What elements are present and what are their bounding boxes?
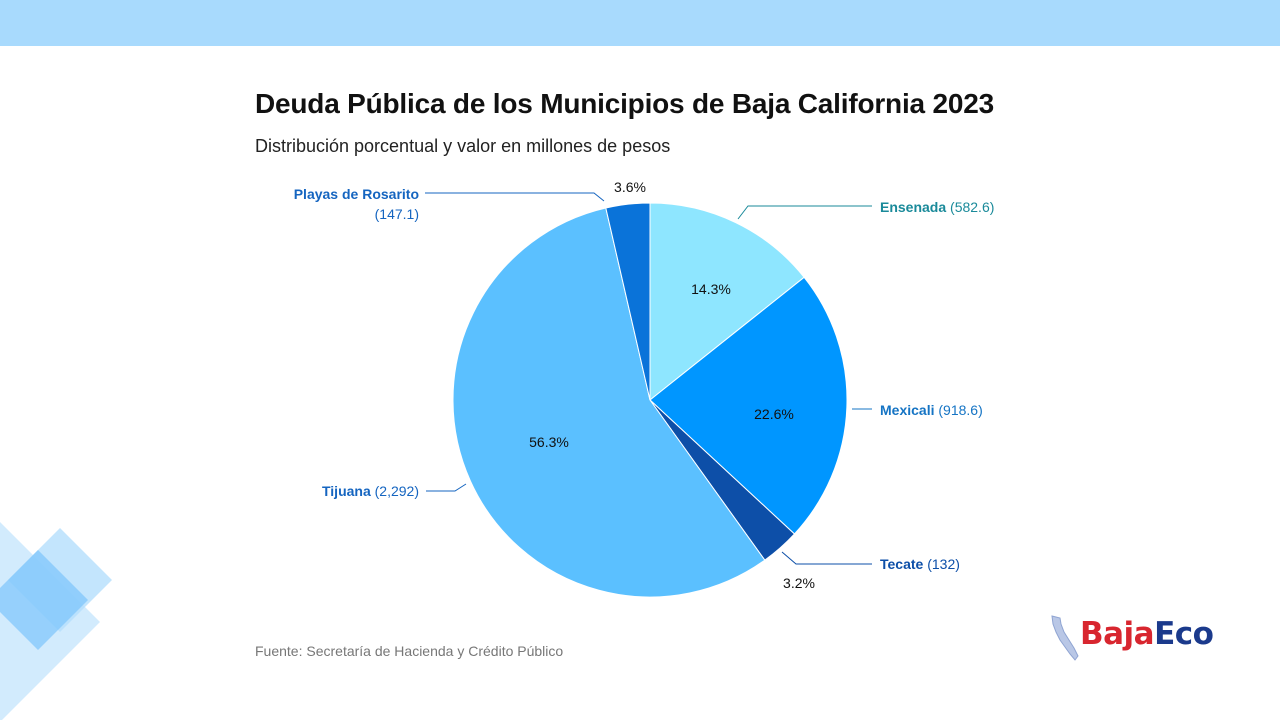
category-label-tijuana: Tijuana (2,292) [322, 483, 419, 499]
percent-label-tecate: 3.2% [783, 575, 815, 591]
logo-wordmark: BajaEco [1080, 616, 1214, 652]
logo-word-baja: Baja [1080, 616, 1155, 652]
callout-line-playas-de-rosarito [425, 192, 605, 202]
category-label-mexicali: Mexicali (918.6) [880, 402, 983, 418]
callout-line-tecate [781, 551, 872, 565]
percent-label-playas-de-rosarito: 3.6% [614, 179, 646, 195]
pie-slice-playas-de-rosarito [605, 202, 651, 401]
percent-label-tijuana: 56.3% [529, 434, 569, 450]
pie-slice-tijuana [452, 207, 766, 598]
callout-line-tijuana [426, 483, 467, 492]
category-name-tijuana: Tijuana [322, 483, 371, 499]
percent-label-ensenada: 14.3% [691, 281, 731, 297]
chart-title: Deuda Pública de los Municipios de Baja … [255, 88, 994, 119]
percent-label-mexicali: 22.6% [754, 406, 794, 422]
callout-line-ensenada [737, 205, 872, 220]
pie-slice-ensenada [649, 202, 805, 402]
value-label-mexicali: (918.6) [934, 402, 982, 418]
value-label-playas-de-rosarito: (147.1) [375, 206, 419, 222]
category-name-ensenada: Ensenada [880, 199, 946, 215]
category-label-tecate: Tecate (132) [880, 556, 960, 572]
decorative-squares [0, 522, 112, 720]
category-name-mexicali: Mexicali [880, 402, 934, 418]
category-label-playas-de-rosarito: Playas de Rosarito [294, 186, 419, 202]
value-label-tecate: (132) [923, 556, 960, 572]
category-name-tecate: Tecate [880, 556, 924, 572]
chart-subtitle: Distribución porcentual y valor en millo… [255, 136, 671, 156]
pie-slice-mexicali [649, 276, 848, 535]
logo-word-eco: Eco [1154, 616, 1214, 652]
source-note: Fuente: Secretaría de Hacienda y Crédito… [255, 643, 564, 659]
value-label-tijuana: (2,292) [371, 483, 419, 499]
top-band [0, 0, 1280, 46]
category-label-ensenada: Ensenada (582.6) [880, 199, 994, 215]
value-label-ensenada: (582.6) [946, 199, 994, 215]
bajaeco-logo: BajaEco [1048, 612, 1218, 664]
baja-california-map-icon [1051, 615, 1079, 661]
